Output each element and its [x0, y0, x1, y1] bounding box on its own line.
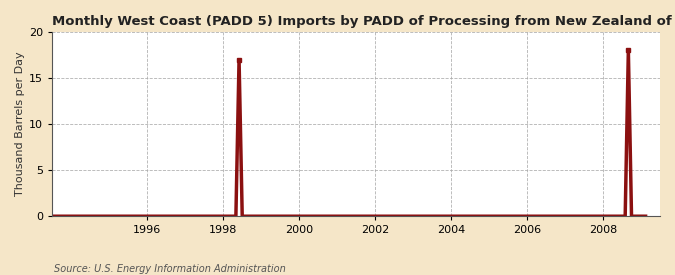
- Text: Source: U.S. Energy Information Administration: Source: U.S. Energy Information Administ…: [54, 264, 286, 274]
- Text: Monthly West Coast (PADD 5) Imports by PADD of Processing from New Zealand of Cr: Monthly West Coast (PADD 5) Imports by P…: [53, 15, 675, 28]
- Y-axis label: Thousand Barrels per Day: Thousand Barrels per Day: [15, 52, 25, 196]
